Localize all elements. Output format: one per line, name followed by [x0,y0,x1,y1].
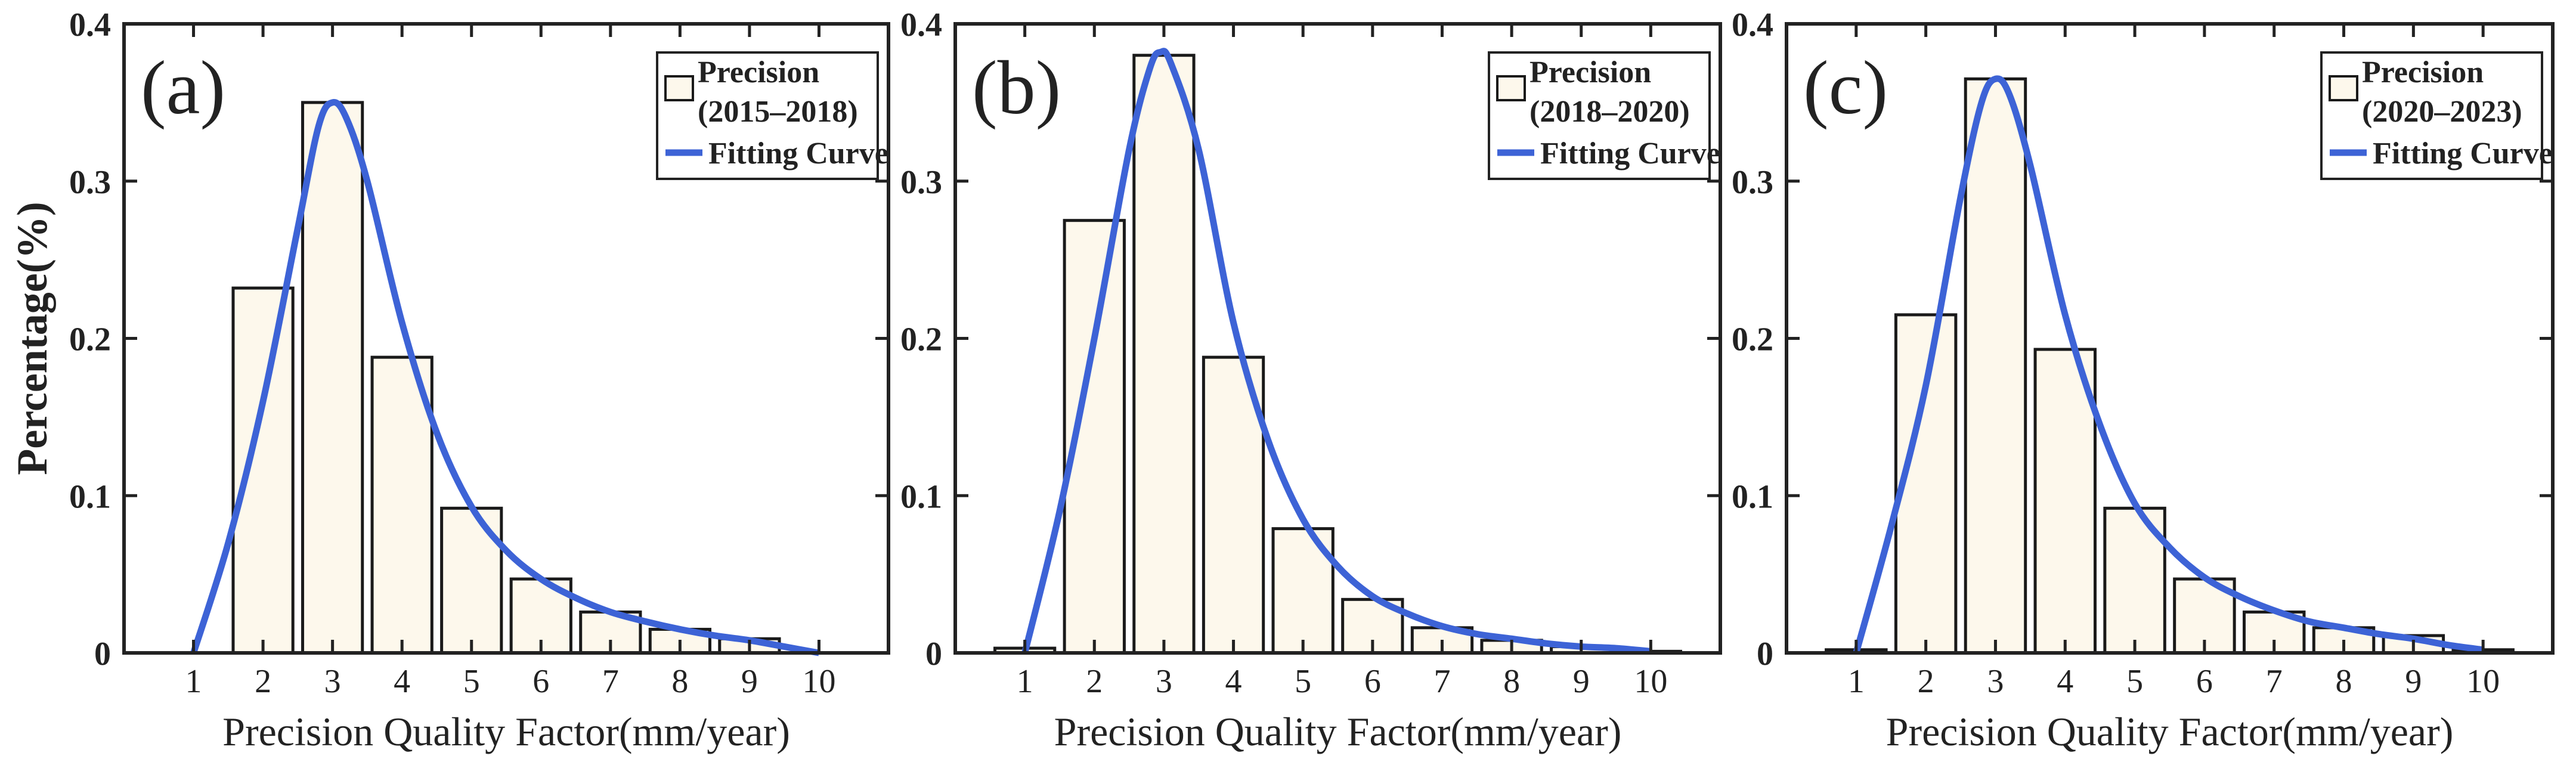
legend-entry-precision: Precision [698,55,819,89]
x-tick-label: 4 [394,663,410,700]
x-axis-label: Precision Quality Factor(mm/year) [1054,709,1622,754]
y-tick-label: 0.1 [1732,478,1773,515]
legend-box [2320,51,2543,180]
x-tick-label: 3 [1156,663,1172,700]
bar [2033,348,2097,655]
legend-entry-precision: Precision [1530,55,1651,89]
bar [231,286,295,655]
x-tick-label: 10 [1634,663,1667,700]
x-tick-label: 6 [2196,663,2213,700]
y-tick-label: 0.4 [1732,7,1773,44]
x-tick-label: 1 [1017,663,1033,700]
x-tick-label: 5 [1295,663,1311,700]
chart-panel-1: 0 0.1 0.2 0.3 0.4 1 2 3 4 5 6 7 8 9 10 Precision Qualit… [8,7,890,754]
legend-entry-fitting-curve: Fitting Curve [1540,137,1720,171]
x-tick-label: 7 [602,663,619,700]
y-tick-label: 0 [94,636,111,673]
legend-bar-swatch [2329,75,2358,101]
chart-panel-3: 0 0.1 0.2 0.3 0.4 1 2 3 4 5 6 7 8 9 10 Precision Qualit… [1732,7,2555,754]
y-tick-label: 0.2 [1732,321,1773,358]
fitting-curve [1021,48,1651,655]
bar [1132,54,1196,655]
x-tick-label: 9 [2405,663,2422,700]
x-tick-label: 2 [1918,663,1934,700]
legend-bar-swatch [664,75,694,101]
x-tick-label: 10 [802,663,835,700]
x-tick-label: 2 [255,663,271,700]
y-tick-label: 0.2 [900,321,942,358]
x-tick-label: 5 [463,663,480,700]
y-tick-label: 0.4 [900,7,942,44]
y-tick-label: 0.3 [69,164,111,201]
x-tick-label: 1 [1848,663,1865,700]
y-tick-label: 0.3 [1732,164,1773,201]
y-tick-label: 0.1 [69,478,111,515]
x-tick-label: 3 [1987,663,2004,700]
y-tick-label: 0.3 [900,164,942,201]
x-tick-label: 9 [741,663,758,700]
x-tick-label: 4 [1225,663,1242,700]
y-tick-label: 0.2 [69,321,111,358]
x-tick-label: 4 [2057,663,2073,700]
bar [301,101,364,655]
x-tick-label: 8 [671,663,688,700]
bar [370,355,434,655]
x-tick-label: 6 [1364,663,1381,700]
x-tick-label: 8 [1503,663,1520,700]
legend-entry-precision: Precision [2362,55,2484,89]
x-tick-label: 8 [2336,663,2352,700]
legend-bar-swatch [1496,75,1526,101]
x-tick-label: 5 [2126,663,2143,700]
legend-box [656,51,879,180]
x-axis-label: Precision Quality Factor(mm/year) [222,709,790,754]
y-tick-label: 0.1 [900,478,942,515]
legend: Precision (2015–2018) Fitting Curve [656,51,888,180]
x-tick-label: 1 [185,663,202,700]
bar [1964,77,2027,655]
legend-entry-period: (2018–2020) [1530,95,1690,129]
y-tick-label: 0 [1757,636,1773,673]
x-axis-label: Precision Quality Factor(mm/year) [1886,709,2454,754]
legend-entry-period: (2015–2018) [698,95,858,129]
x-tick-label: 6 [532,663,549,700]
x-tick-label: 10 [2466,663,2500,700]
x-tick-label: 9 [1573,663,1590,700]
chart-panel-2: 0 0.1 0.2 0.3 0.4 1 2 3 4 5 6 7 8 9 10 Precision Qualit… [900,7,1722,754]
legend-entry-fitting-curve: Fitting Curve [2373,137,2553,171]
x-tick-label: 2 [1086,663,1103,700]
legend: Precision (2018–2020) Fitting Curve [1488,51,1720,180]
x-tick-label: 7 [2266,663,2283,700]
legend-entry-fitting-curve: Fitting Curve [708,137,888,171]
x-tick-label: 3 [324,663,341,700]
fitting-curve [190,99,820,656]
y-tick-label: 0.4 [69,7,111,44]
y-tick-label: 0 [925,636,942,673]
panel-label: (b) [972,45,1061,130]
panel-label: (c) [1803,45,1888,130]
legend-box [1488,51,1711,180]
x-tick-label: 7 [1433,663,1450,700]
legend-entry-period: (2020–2023) [2362,95,2522,129]
bar [440,506,503,655]
legend: Precision (2020–2023) Fitting Curve [2320,51,2553,180]
fitting-curve [1853,75,2484,654]
panel-label: (a) [141,45,225,130]
y-axis-label: Percentage(%) [8,202,56,475]
